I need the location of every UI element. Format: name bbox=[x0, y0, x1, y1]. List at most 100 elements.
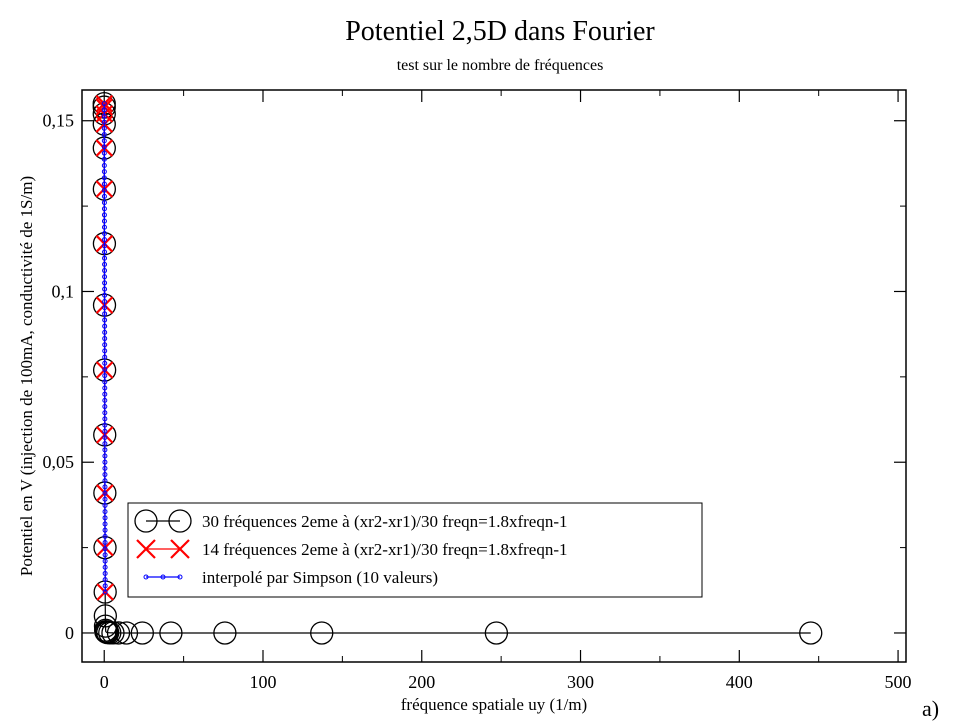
x-tick-label: 100 bbox=[249, 672, 276, 692]
series-simpson-point bbox=[101, 113, 107, 119]
series-simpson-point bbox=[102, 490, 108, 496]
legend-label: 14 fréquences 2eme à (xr2-xr1)/30 freqn=… bbox=[202, 540, 568, 559]
series-simpson-point bbox=[102, 373, 108, 379]
series-simpson-point bbox=[102, 552, 108, 558]
x-tick-label: 200 bbox=[408, 672, 435, 692]
series-simpson-point bbox=[102, 342, 108, 348]
series-simpson-point bbox=[101, 107, 107, 113]
legend-symbol-x bbox=[170, 539, 190, 559]
series-simpson-point bbox=[102, 558, 108, 564]
series-simpson-point bbox=[102, 286, 108, 292]
series-simpson-point bbox=[102, 459, 108, 465]
series-30-point bbox=[130, 621, 154, 645]
series-30-point bbox=[484, 621, 509, 645]
series-simpson-point bbox=[102, 305, 108, 311]
chart-subtitle: test sur le nombre de fréquences bbox=[397, 57, 604, 74]
series-layer bbox=[92, 92, 823, 645]
series-simpson-point bbox=[102, 366, 108, 372]
series-30-point bbox=[93, 604, 117, 628]
legend: 30 fréquences 2eme à (xr2-xr1)/30 freqn=… bbox=[127, 502, 703, 598]
series-simpson-point bbox=[102, 360, 108, 366]
series-simpson-point bbox=[102, 249, 108, 255]
x-axis-label: fréquence spatiale uy (1/m) bbox=[401, 695, 587, 714]
series-simpson-point bbox=[101, 138, 107, 144]
series-simpson-point bbox=[102, 336, 108, 342]
series-simpson-point bbox=[102, 354, 108, 360]
series-simpson-point bbox=[101, 156, 107, 162]
series-simpson-point bbox=[102, 255, 108, 261]
series-simpson-point bbox=[101, 144, 107, 150]
series-simpson-point bbox=[102, 521, 108, 527]
series-simpson-point bbox=[101, 119, 107, 125]
series-simpson-point bbox=[101, 125, 107, 131]
series-simpson-point bbox=[101, 101, 107, 107]
series-simpson-point bbox=[102, 410, 108, 416]
series-simpson-point bbox=[101, 224, 107, 230]
series-simpson-point bbox=[102, 496, 108, 502]
series-simpson-point bbox=[101, 132, 107, 138]
series-simpson-point bbox=[102, 422, 108, 428]
legend-symbol-dot bbox=[177, 574, 183, 580]
series-simpson-point bbox=[102, 465, 108, 471]
x-tick-label: 400 bbox=[726, 672, 753, 692]
series-simpson-point bbox=[102, 453, 108, 459]
series-simpson-point bbox=[101, 206, 107, 212]
series-14-point bbox=[96, 583, 114, 601]
series-simpson-point bbox=[102, 311, 108, 317]
series-simpson-point bbox=[102, 280, 108, 286]
series-30-point bbox=[101, 621, 125, 645]
series-simpson-point bbox=[101, 218, 107, 224]
series-simpson-point bbox=[102, 323, 108, 329]
series-simpson-point bbox=[102, 502, 108, 508]
series-simpson-point bbox=[102, 397, 108, 403]
series-30-point bbox=[159, 621, 183, 645]
panel-label: a) bbox=[922, 696, 939, 721]
axis-ticks: 0 100 200 300 400 500 0 0,05 0,1 0,15 bbox=[43, 90, 912, 692]
series-simpson-point bbox=[101, 181, 107, 187]
series-simpson-point bbox=[101, 150, 107, 156]
y-tick-label: 0,15 bbox=[43, 111, 75, 131]
series-simpson-point bbox=[101, 175, 107, 181]
y-tick-label: 0,1 bbox=[52, 281, 75, 301]
series-simpson-point bbox=[102, 546, 108, 552]
series-simpson-point bbox=[101, 187, 107, 193]
y-axis-label: Potentiel en V (injection de 100mA, cond… bbox=[17, 176, 36, 576]
y-tick-label: 0,05 bbox=[43, 452, 75, 472]
series-simpson-point bbox=[102, 268, 108, 274]
series-simpson-point bbox=[102, 577, 108, 583]
series-simpson-point bbox=[101, 200, 107, 206]
series-simpson-point bbox=[102, 478, 108, 484]
legend-label: interpolé par Simpson (10 valeurs) bbox=[202, 568, 438, 587]
series-30-point bbox=[799, 621, 823, 645]
series-simpson-point bbox=[102, 391, 108, 397]
series-simpson-point bbox=[101, 230, 107, 236]
legend-symbol-circle bbox=[134, 509, 158, 533]
series-simpson-point bbox=[101, 169, 107, 175]
series-simpson-point bbox=[102, 243, 108, 249]
x-tick-label: 300 bbox=[567, 672, 594, 692]
series-simpson-point bbox=[102, 564, 108, 570]
series-simpson-point bbox=[102, 317, 108, 323]
series-simpson-point bbox=[102, 447, 108, 453]
series-simpson-point bbox=[101, 237, 107, 243]
series-simpson-point bbox=[102, 348, 108, 354]
series-simpson-point bbox=[102, 329, 108, 335]
series-simpson-point bbox=[102, 441, 108, 447]
legend-symbol-dot bbox=[143, 574, 149, 580]
series-simpson-point bbox=[102, 527, 108, 533]
series-30-point bbox=[114, 621, 139, 645]
series-simpson-point bbox=[102, 292, 108, 298]
series-simpson-point bbox=[102, 261, 108, 267]
series-simpson-point bbox=[102, 379, 108, 385]
series-simpson-point bbox=[102, 428, 108, 434]
legend-item-14-frequences: 14 fréquences 2eme à (xr2-xr1)/30 freqn=… bbox=[136, 539, 568, 559]
series-30-point bbox=[106, 621, 131, 645]
legend-symbol-dot bbox=[160, 574, 166, 580]
legend-item-simpson: interpolé par Simpson (10 valeurs) bbox=[143, 568, 438, 587]
legend-label: 30 fréquences 2eme à (xr2-xr1)/30 freqn=… bbox=[202, 512, 568, 531]
y-tick-label: 0 bbox=[65, 623, 74, 643]
series-simpson-line bbox=[103, 103, 106, 592]
plot-frame bbox=[81, 89, 907, 663]
series-30-point bbox=[213, 621, 237, 645]
